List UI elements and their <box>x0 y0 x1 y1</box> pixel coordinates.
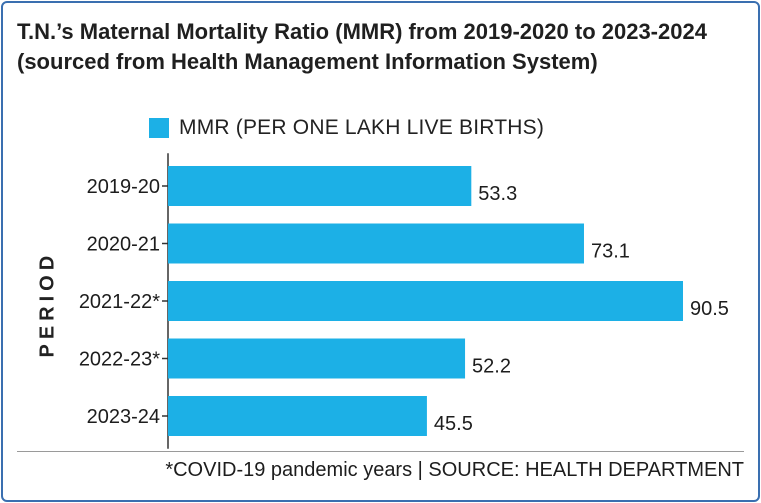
bar <box>168 338 466 379</box>
category-label: 2020-21 <box>87 234 160 256</box>
bar-plot: 2019-20 53.3 2020-21 73.1 2021-22* 90.5 2022-2… <box>79 153 729 449</box>
value-label: 52.2 <box>472 356 511 378</box>
category-label: 2019-20 <box>87 176 160 198</box>
legend-swatch <box>149 118 169 138</box>
chart-title: T.N.’s Maternal Mortality Ratio (MMR) fr… <box>17 19 707 74</box>
bar <box>168 396 427 436</box>
category-label: 2022-23* <box>79 349 160 371</box>
footer-divider <box>17 451 744 452</box>
legend-label: MMR (PER ONE LAKH LIVE BIRTHS) <box>179 116 545 139</box>
bar <box>168 223 584 264</box>
category-label: 2021-22* <box>79 291 160 313</box>
value-label: 73.1 <box>591 241 630 263</box>
category-label: 2023-24 <box>87 406 160 428</box>
footnote: *COVID-19 pandemic years | SOURCE: HEALT… <box>165 459 744 481</box>
value-label: 45.5 <box>434 413 473 435</box>
bar <box>168 166 472 206</box>
value-label: 53.3 <box>478 183 517 205</box>
value-label: 90.5 <box>690 298 729 320</box>
legend: MMR (PER ONE LAKH LIVE BIRTHS) <box>149 115 544 141</box>
bar <box>168 281 683 321</box>
